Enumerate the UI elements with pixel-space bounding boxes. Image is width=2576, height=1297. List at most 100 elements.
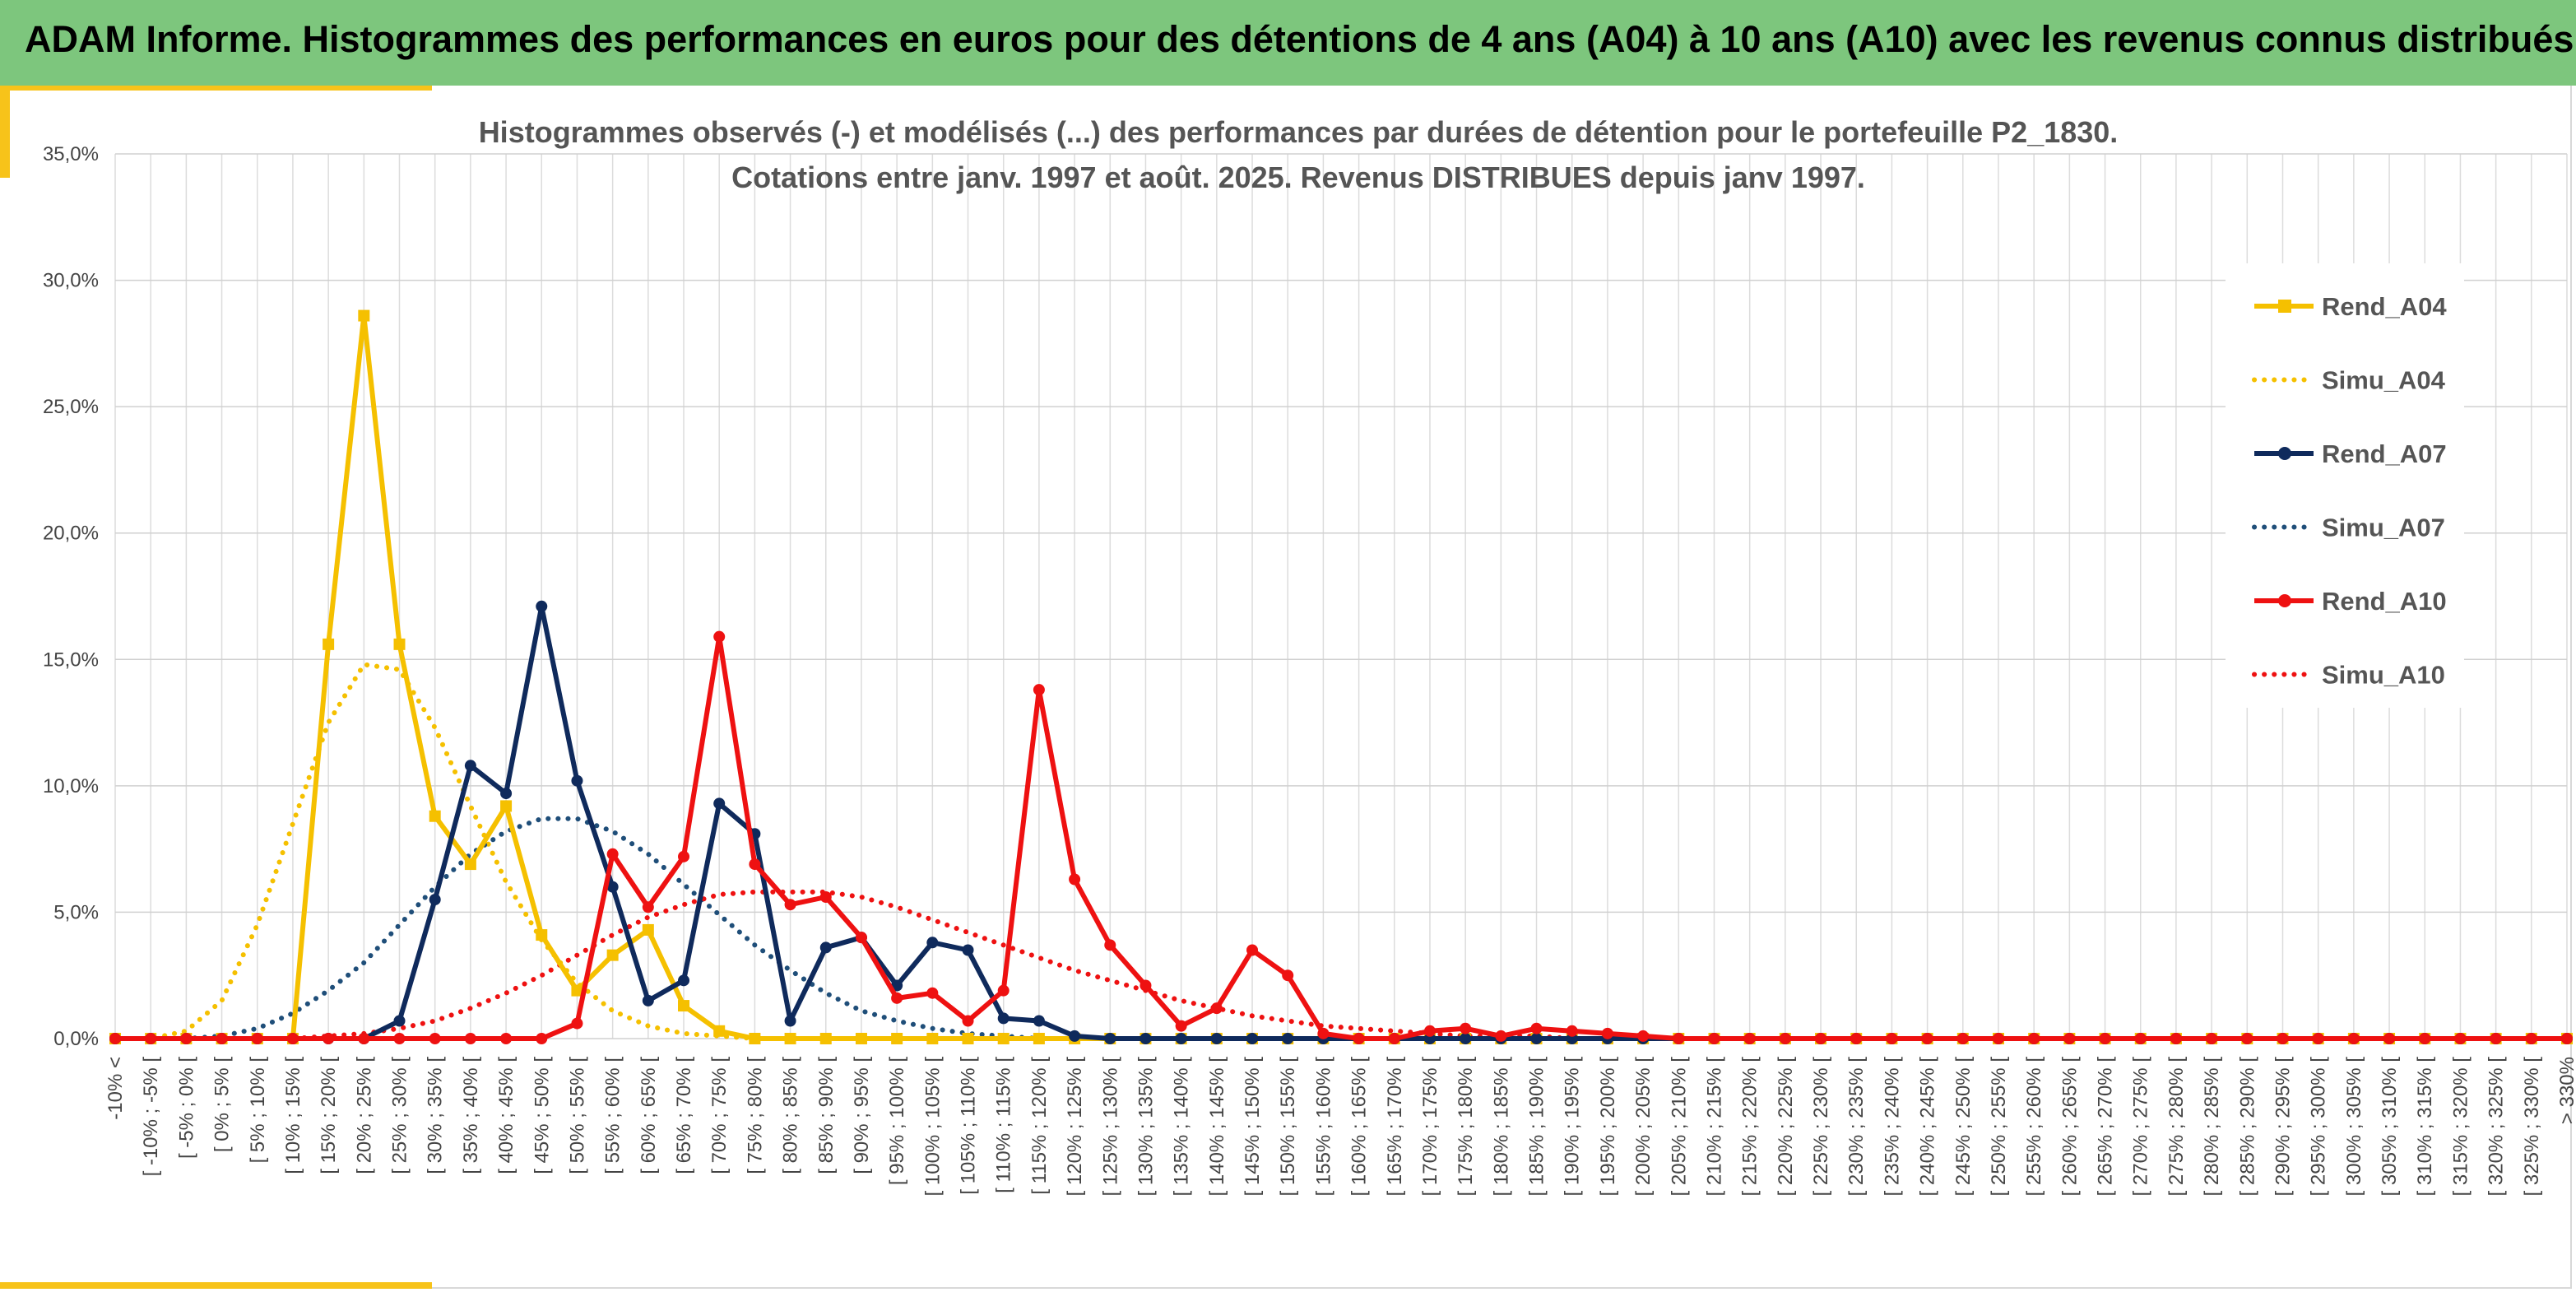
data-point — [2134, 1033, 2147, 1044]
data-point — [2454, 1033, 2467, 1044]
legend-item-simu_a04: Simu_A04 — [2252, 366, 2446, 395]
x-tick-label: [ 200% ; 205% [ — [1632, 1057, 1655, 1197]
x-tick-label: [ 0% ; 5% [ — [211, 1057, 234, 1152]
data-point — [2347, 1033, 2360, 1044]
data-point — [642, 994, 654, 1006]
data-point — [1033, 684, 1045, 696]
legend: Rend_A04 Simu_A04 Rend_A07 Simu_A07 Rend_A10… — [2226, 263, 2464, 708]
series-line — [115, 313, 2567, 1041]
series-line — [115, 603, 2567, 1041]
data-point — [429, 894, 441, 906]
legend-label: Simu_A07 — [2322, 514, 2445, 542]
data-point — [1921, 1033, 1933, 1044]
data-point — [2383, 1033, 2396, 1044]
y-tick-label: 10,0% — [43, 775, 99, 797]
x-tick-label: [ 250% ; 255% [ — [1988, 1057, 2010, 1197]
data-point — [642, 901, 654, 913]
data-point — [536, 600, 548, 612]
accent-bar-bottom — [0, 1282, 432, 1289]
data-point — [678, 850, 690, 862]
data-point — [749, 858, 761, 871]
y-tick-label: 30,0% — [43, 270, 99, 292]
data-point — [891, 992, 903, 1004]
x-tick-label: [ 155% ; 160% [ — [1312, 1057, 1334, 1197]
x-tick-label: [ 190% ; 195% [ — [1562, 1057, 1584, 1197]
data-point — [2561, 1033, 2573, 1044]
series-line — [115, 634, 2567, 1041]
data-point — [251, 1033, 263, 1044]
legend-label: Rend_A04 — [2322, 292, 2447, 321]
accent-bar-left — [0, 86, 10, 178]
data-point — [1282, 1033, 1294, 1044]
data-point — [1139, 979, 1152, 992]
data-point — [1601, 1027, 1613, 1039]
data-point — [1637, 1030, 1650, 1042]
x-tick-label: [ 50% ; 55% [ — [566, 1057, 588, 1174]
x-tick-label: [ 135% ; 140% [ — [1171, 1057, 1193, 1197]
x-tick-label: [ 320% ; 325% [ — [2485, 1057, 2508, 1197]
x-tick-label: [ 290% ; 295% [ — [2272, 1057, 2294, 1197]
data-point — [855, 1033, 867, 1044]
y-tick-label: 20,0% — [43, 523, 99, 545]
legend-label: Simu_A10 — [2322, 661, 2445, 690]
data-point — [1460, 1033, 1472, 1044]
x-tick-label: [ 270% ; 275% [ — [2130, 1057, 2152, 1197]
data-point — [713, 630, 726, 643]
x-tick-label: [ 310% ; 315% [ — [2414, 1057, 2436, 1197]
x-tick-label: [ 235% ; 240% [ — [1881, 1057, 1903, 1197]
x-tick-label: [ 165% ; 170% [ — [1384, 1057, 1406, 1197]
legend-label: Rend_A07 — [2322, 439, 2447, 468]
data-point — [1317, 1027, 1330, 1039]
y-tick-label: 5,0% — [53, 901, 99, 923]
x-tick-label: [ 315% ; 320% [ — [2449, 1057, 2472, 1197]
data-point — [2063, 1033, 2076, 1044]
x-tick-label: [ 140% ; 145% [ — [1206, 1057, 1228, 1197]
data-point — [1423, 1025, 1436, 1037]
legend-label: Simu_A04 — [2322, 366, 2446, 395]
x-tick-label: [ 70% ; 75% [ — [708, 1057, 731, 1174]
data-point — [1139, 1033, 1152, 1044]
data-point — [819, 941, 832, 954]
data-point — [962, 1015, 974, 1027]
data-point — [323, 1033, 335, 1044]
x-tick-label: [ 35% ; 40% [ — [460, 1057, 482, 1174]
data-point — [713, 1025, 726, 1037]
data-point — [1886, 1033, 1898, 1044]
data-point — [2099, 1033, 2111, 1044]
data-point — [784, 1033, 796, 1044]
data-point — [2170, 1033, 2182, 1044]
x-tick-label: [ 205% ; 210% [ — [1668, 1057, 1690, 1197]
data-point — [500, 788, 513, 800]
x-tick-label: [ 145% ; 150% [ — [1242, 1057, 1264, 1197]
series-simu_a10 — [113, 889, 2569, 1041]
data-point — [536, 929, 548, 941]
x-tick-label: [ 30% ; 35% [ — [425, 1057, 447, 1174]
data-point — [358, 1033, 370, 1044]
x-tick-label: [ -10% ; -5% [ — [140, 1057, 162, 1177]
data-point — [1743, 1033, 1756, 1044]
data-point — [2525, 1033, 2537, 1044]
x-tick-label: [ 75% ; 80% [ — [744, 1057, 766, 1174]
x-tick-label: [ 215% ; 220% [ — [1739, 1057, 1761, 1197]
data-point — [464, 1033, 476, 1044]
x-tick-label: [ 225% ; 230% [ — [1810, 1057, 1832, 1197]
series-simu_a04 — [113, 662, 2569, 1041]
y-tick-label: 25,0% — [43, 396, 99, 418]
data-point — [1033, 1033, 1045, 1044]
data-point — [1992, 1033, 2004, 1044]
x-tick-label: [ 60% ; 65% [ — [638, 1057, 660, 1174]
x-tick-label: [ 95% ; 100% [ — [886, 1057, 908, 1185]
series-rend_a10 — [109, 630, 2573, 1044]
x-tick-label: [ 10% ; 15% [ — [282, 1057, 304, 1174]
data-point — [393, 638, 406, 650]
data-point — [1104, 939, 1116, 951]
x-tick-label: [ 15% ; 20% [ — [318, 1057, 340, 1174]
x-tick-label: [ 185% ; 190% [ — [1526, 1057, 1548, 1197]
data-point — [1104, 1033, 1116, 1044]
data-point — [997, 1033, 1010, 1044]
data-point — [1956, 1033, 1969, 1044]
chart-title: Histogrammes observés (-) et modélisés (… — [479, 115, 2119, 149]
data-point — [1282, 969, 1294, 982]
data-point — [216, 1033, 228, 1044]
x-tick-label: [ 25% ; 30% [ — [389, 1057, 411, 1174]
